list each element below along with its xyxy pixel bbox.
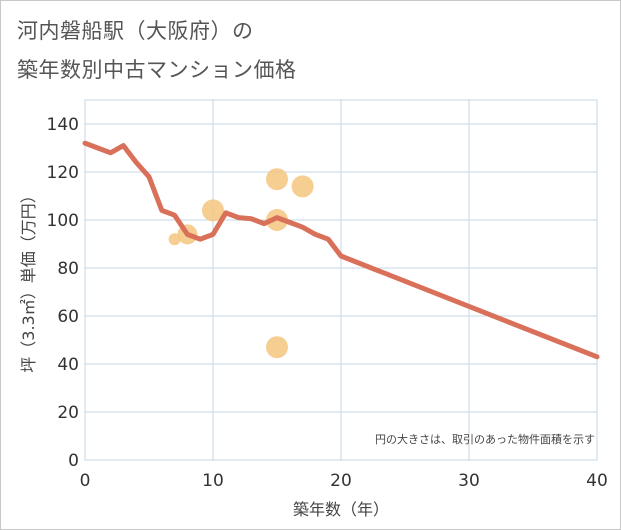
average-price-line: [82, 140, 600, 360]
chart-title-line-2: 築年数別中古マンション価格: [17, 58, 297, 82]
bubble-point: [266, 168, 288, 191]
y-axis-label: 坪（3.3㎡）単価（万円）: [19, 187, 38, 372]
y-tick-label: 60: [57, 307, 79, 327]
y-tick-label: 40: [57, 355, 79, 375]
x-tick-label: 40: [586, 471, 608, 491]
chart-title-line-1: 河内磐船駅（大阪府）の: [17, 19, 254, 43]
x-tick-label: 0: [80, 471, 91, 491]
y-tick-label: 100: [47, 211, 79, 231]
bubble-point: [202, 199, 224, 222]
x-axis-label: 築年数（年）: [293, 500, 389, 519]
x-tick-label: 10: [202, 471, 224, 491]
y-tick-label: 0: [68, 451, 79, 471]
y-tick-labels: 0 20 40 60 80 100 120 140: [47, 115, 79, 471]
y-tick-label: 120: [47, 163, 79, 183]
bubble-point: [266, 336, 288, 359]
x-tick-label: 20: [330, 471, 352, 491]
x-tick-label: 30: [458, 471, 480, 491]
y-tick-label: 20: [57, 403, 79, 423]
grid-lines: [84, 100, 598, 461]
bubble-point: [291, 175, 314, 198]
y-tick-label: 140: [47, 115, 79, 135]
y-tick-label: 80: [57, 259, 79, 279]
x-tick-labels: 0 10 20 30 40: [80, 471, 608, 491]
bubble-size-note: 円の大きさは、取引のあった物件面積を示す: [375, 432, 595, 446]
